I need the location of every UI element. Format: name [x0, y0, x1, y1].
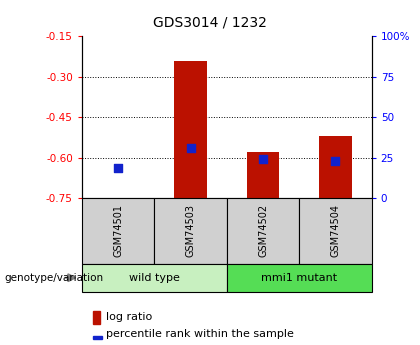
Bar	[227, 264, 372, 292]
Bar	[94, 336, 102, 339]
Text: wild type: wild type	[129, 273, 180, 283]
Point	[260, 157, 266, 162]
Text: mmi1 mutant: mmi1 mutant	[261, 273, 337, 283]
Bar	[319, 136, 352, 198]
Text: genotype/variation: genotype/variation	[4, 273, 103, 283]
Text: GDS3014 / 1232: GDS3014 / 1232	[153, 16, 267, 30]
Text: log ratio: log ratio	[106, 313, 152, 322]
Text: GSM74501: GSM74501	[113, 204, 123, 257]
Text: GSM74504: GSM74504	[331, 204, 341, 257]
Text: percentile rank within the sample: percentile rank within the sample	[106, 329, 294, 339]
Text: GSM74503: GSM74503	[186, 204, 196, 257]
Bar	[227, 198, 299, 264]
Bar	[155, 198, 227, 264]
Point	[187, 145, 194, 151]
Text: GSM74502: GSM74502	[258, 204, 268, 257]
Bar	[299, 198, 372, 264]
Bar	[94, 310, 100, 324]
Point	[332, 158, 339, 164]
Point	[115, 165, 121, 170]
Bar	[82, 264, 227, 292]
Bar	[247, 152, 279, 198]
Bar	[82, 198, 155, 264]
Bar	[174, 60, 207, 198]
